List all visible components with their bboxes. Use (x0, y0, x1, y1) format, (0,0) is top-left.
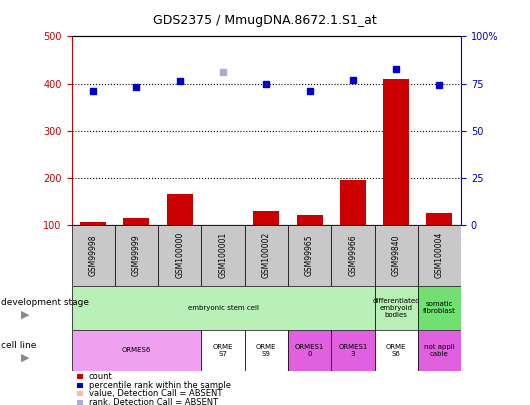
Text: GSM99966: GSM99966 (348, 234, 357, 276)
Text: count: count (89, 372, 112, 381)
Bar (383, 79, 409, 225)
Bar (245, 225, 288, 286)
Text: GSM99998: GSM99998 (89, 234, 98, 276)
Bar (418, 330, 461, 371)
Text: GSM99840: GSM99840 (392, 234, 401, 276)
Bar (297, 215, 323, 225)
Text: GSM99999: GSM99999 (132, 234, 141, 276)
Bar (331, 330, 375, 371)
Text: ORME
S9: ORME S9 (256, 344, 277, 357)
Bar (72, 286, 375, 330)
Bar (115, 225, 158, 286)
Text: development stage: development stage (1, 298, 89, 307)
Bar (427, 213, 453, 225)
Bar (201, 225, 245, 286)
Text: ORME
S6: ORME S6 (386, 344, 407, 357)
Bar (72, 330, 201, 371)
Bar (340, 180, 366, 225)
Bar (375, 286, 418, 330)
Text: cell line: cell line (1, 341, 37, 350)
Text: rank, Detection Call = ABSENT: rank, Detection Call = ABSENT (89, 398, 218, 405)
Bar (288, 330, 331, 371)
Text: percentile rank within the sample: percentile rank within the sample (89, 381, 231, 390)
Bar (288, 225, 331, 286)
Bar (123, 218, 149, 225)
Bar (375, 225, 418, 286)
Text: GSM100000: GSM100000 (175, 232, 184, 278)
Bar (167, 194, 193, 225)
Bar (253, 211, 279, 225)
Bar (375, 330, 418, 371)
Text: ▶: ▶ (21, 353, 30, 362)
Text: embryonic stem cell: embryonic stem cell (188, 305, 259, 311)
Text: somatic
fibroblast: somatic fibroblast (423, 301, 456, 314)
Text: ORME
S7: ORME S7 (213, 344, 233, 357)
Text: GSM100002: GSM100002 (262, 232, 271, 278)
Text: value, Detection Call = ABSENT: value, Detection Call = ABSENT (89, 389, 222, 398)
Text: differentiated
embryoid
bodies: differentiated embryoid bodies (373, 298, 420, 318)
Bar (418, 225, 461, 286)
Text: GSM100001: GSM100001 (218, 232, 227, 278)
Text: GSM99965: GSM99965 (305, 234, 314, 276)
Bar (72, 225, 115, 286)
Text: GDS2375 / MmugDNA.8672.1.S1_at: GDS2375 / MmugDNA.8672.1.S1_at (153, 14, 377, 27)
Text: ORMES1
3: ORMES1 3 (338, 344, 368, 357)
Bar (245, 330, 288, 371)
Text: GSM100004: GSM100004 (435, 232, 444, 278)
Text: ORMES1
0: ORMES1 0 (295, 344, 324, 357)
Bar (80, 222, 106, 225)
Bar (331, 225, 375, 286)
Bar (418, 286, 461, 330)
Text: ORMES6: ORMES6 (122, 347, 151, 353)
Text: not appli
cable: not appli cable (424, 344, 455, 357)
Text: ▶: ▶ (21, 310, 30, 320)
Bar (158, 225, 201, 286)
Bar (201, 330, 245, 371)
